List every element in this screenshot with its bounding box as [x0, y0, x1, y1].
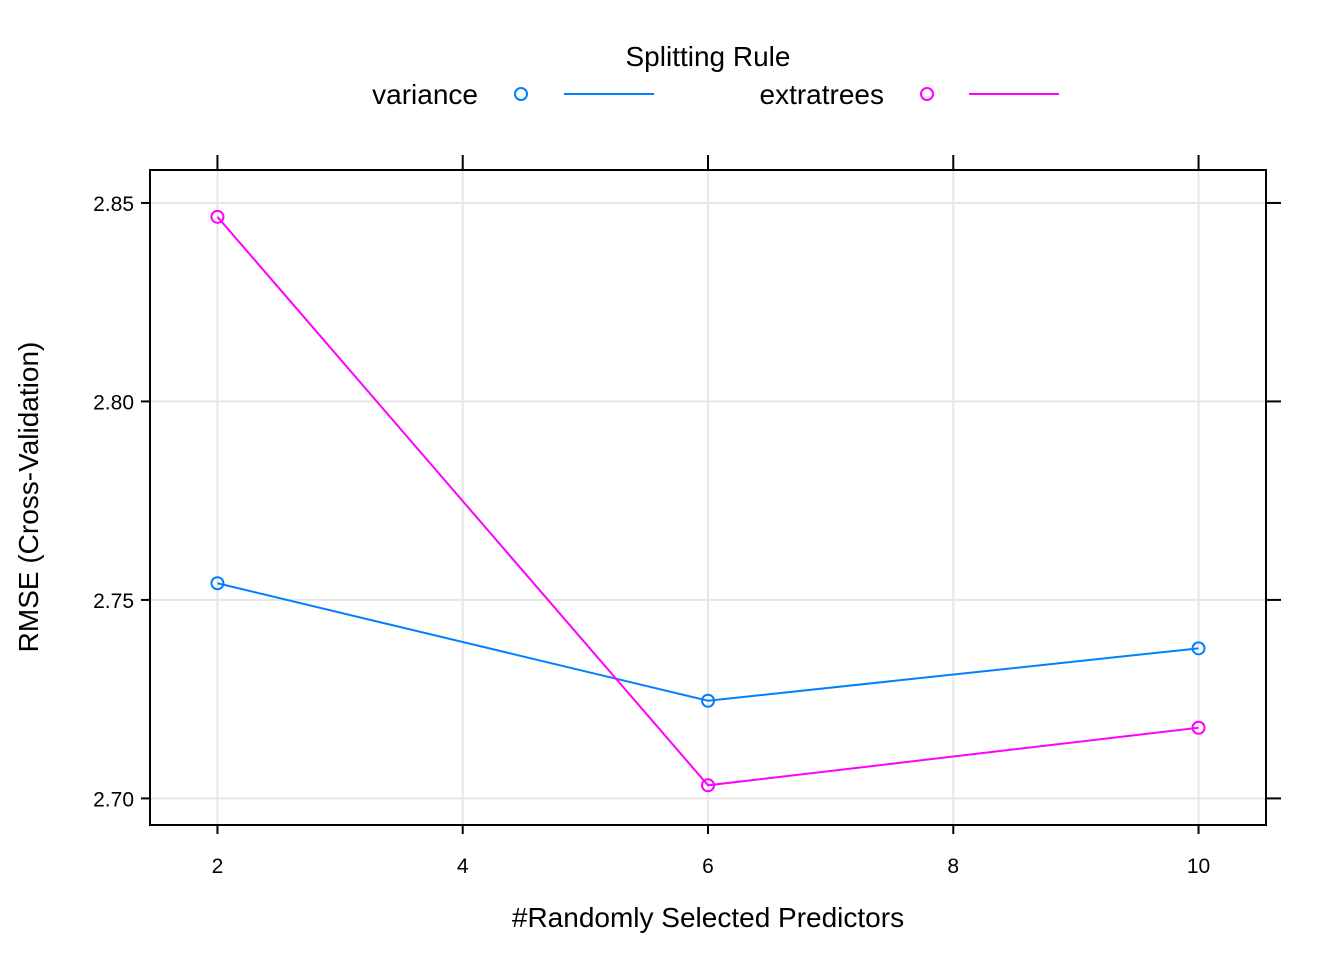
grid	[150, 170, 1266, 825]
point-variance	[701, 693, 715, 708]
point-variance	[1191, 641, 1206, 656]
y-axis-label: RMSE (Cross-Validation)	[13, 342, 44, 653]
x-axis-label: #Randomly Selected Predictors	[512, 902, 904, 933]
point-extratrees	[210, 209, 225, 224]
series-line-extratrees	[216, 216, 1199, 787]
point-extratrees	[1191, 720, 1206, 735]
axis-ticks	[141, 155, 1281, 834]
point-extratrees	[701, 778, 715, 793]
point-variance	[210, 576, 225, 591]
series-line-variance	[217, 582, 1199, 702]
y-tick-label: 2.80	[93, 391, 134, 414]
y-tick-label: 2.75	[93, 590, 134, 613]
legend-label-variance: variance	[372, 79, 478, 110]
x-tick-label: 2	[212, 855, 224, 878]
legend: Splitting Rule variance extratrees	[372, 41, 1059, 110]
legend-title: Splitting Rule	[626, 41, 791, 72]
series-layer	[210, 209, 1206, 793]
y-tick-label: 2.70	[93, 788, 134, 811]
x-tick-label: 8	[947, 855, 959, 878]
legend-marker-extratrees	[920, 87, 934, 101]
y-tick-label: 2.85	[93, 193, 134, 216]
x-tick-label: 4	[457, 855, 469, 878]
x-tick-label: 6	[702, 855, 714, 878]
x-tick-label: 10	[1187, 855, 1210, 878]
legend-marker-variance	[514, 87, 528, 101]
legend-label-extratrees: extratrees	[760, 79, 885, 110]
